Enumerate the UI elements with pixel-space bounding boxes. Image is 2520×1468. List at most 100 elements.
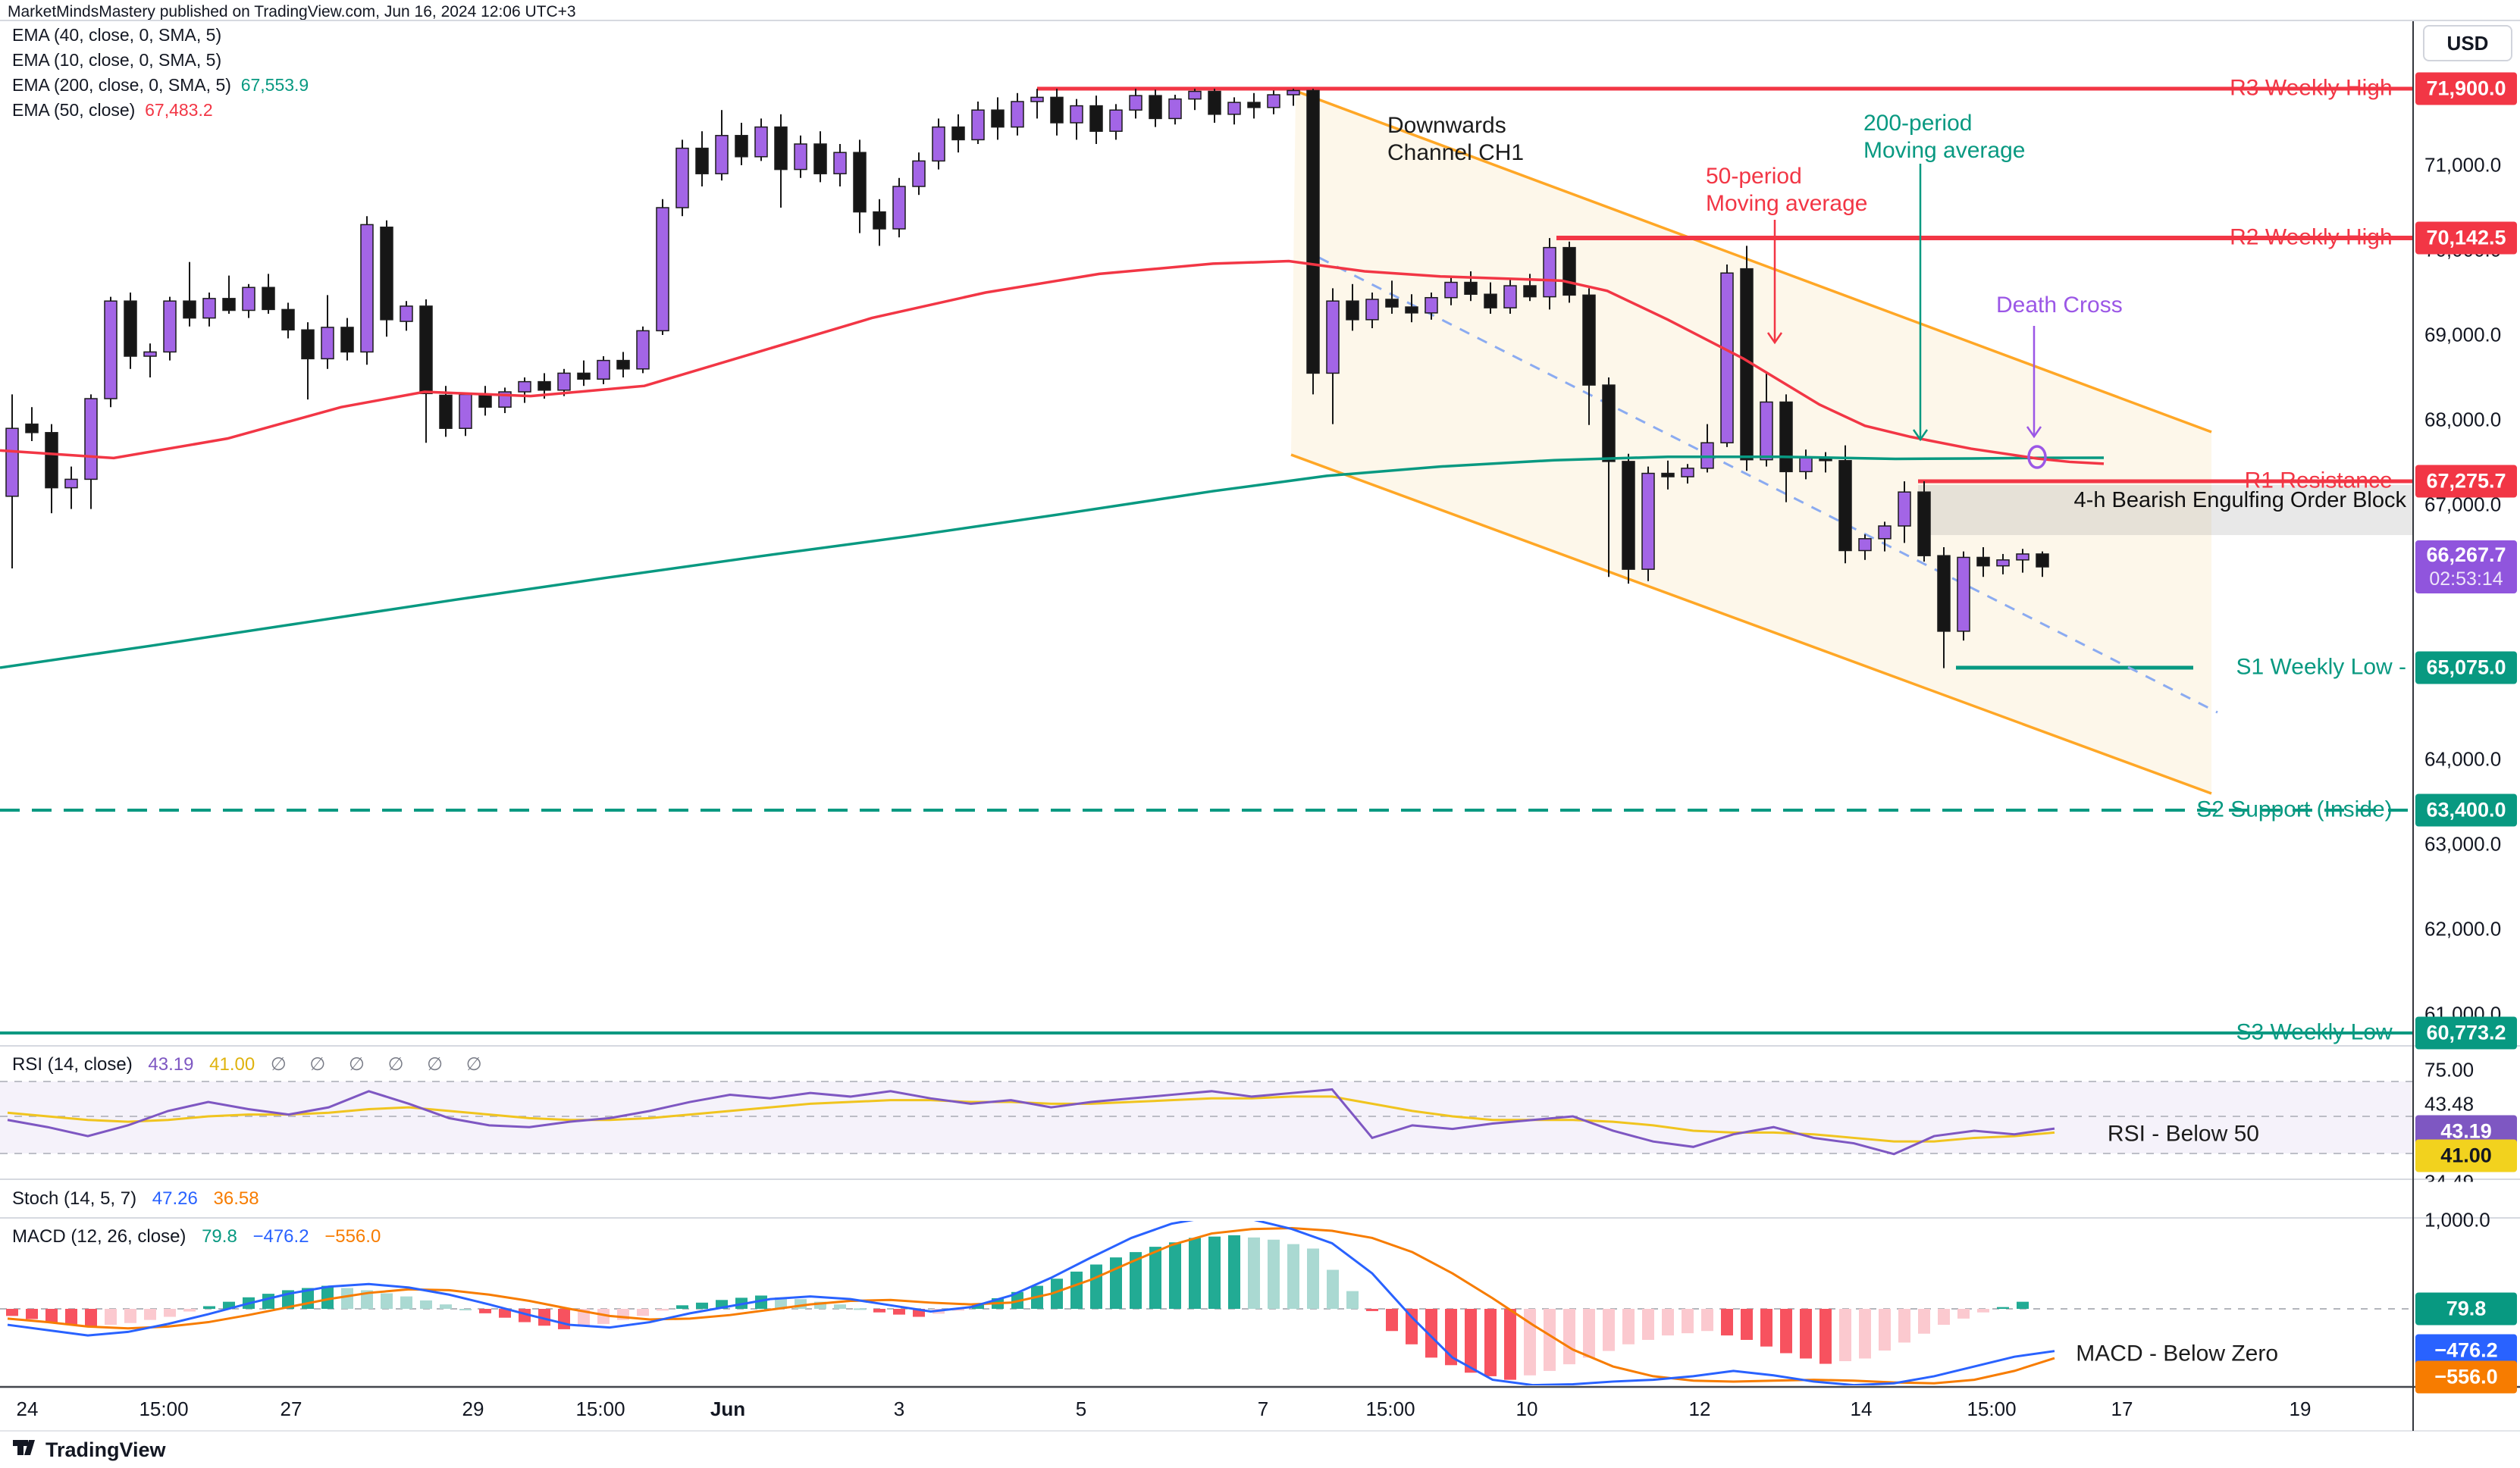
macd-histogram-bar: [1287, 1244, 1299, 1309]
candle-up: [1425, 296, 1438, 314]
macd-pane[interactable]: [0, 1216, 2413, 1385]
time-tick[interactable]: 15:00: [1967, 1398, 2017, 1420]
candle-down: [222, 298, 236, 311]
candle-up: [459, 393, 472, 429]
candle-down: [380, 227, 393, 321]
macd-histogram-bar: [381, 1293, 393, 1309]
level-label-r1: R1 Resistance -: [2244, 468, 2406, 493]
time-tick[interactable]: Jun: [710, 1398, 746, 1420]
candle-up: [1011, 101, 1024, 128]
time-tick[interactable]: 24: [16, 1398, 39, 1420]
time-tick[interactable]: 7: [1257, 1398, 1269, 1420]
candle-up: [1168, 98, 1182, 120]
candle-down: [301, 329, 315, 360]
candle-down: [183, 300, 196, 319]
legend-ema200-value: 67,553.9: [240, 75, 309, 95]
macd-histogram-bar: [1879, 1309, 1891, 1351]
candle-up: [518, 380, 531, 393]
main-pane[interactable]: [0, 86, 2413, 1034]
footer-brand[interactable]: TradingView: [12, 1435, 166, 1465]
candle-down: [951, 126, 965, 141]
macd-histogram-bar: [1366, 1309, 1378, 1311]
macd-histogram-bar: [913, 1309, 925, 1317]
macd-histogram-bar: [1386, 1309, 1398, 1332]
macd-histogram-bar: [952, 1309, 964, 1311]
order-block-zone[interactable]: [1918, 485, 2413, 535]
time-tick[interactable]: 19: [2289, 1398, 2312, 1420]
candle-down: [1523, 285, 1537, 298]
macd-histogram-bar: [1070, 1271, 1083, 1309]
candle-down: [1937, 555, 1951, 632]
time-tick[interactable]: 15:00: [139, 1398, 189, 1420]
ema200-line[interactable]: [0, 455, 2105, 669]
candle-up: [321, 327, 334, 360]
time-tick[interactable]: 15:00: [575, 1398, 625, 1420]
stoch-label: Stoch (14, 5, 7): [12, 1188, 137, 1209]
macd-histogram-bar: [1130, 1252, 1142, 1309]
macd-tick: 1,000.0: [2424, 1208, 2490, 1232]
legend-row-ema10[interactable]: EMA (10, close, 0, SMA, 5): [12, 48, 309, 73]
legend-row-ema200[interactable]: EMA (200, close, 0, SMA, 5) 67,553.9: [12, 73, 309, 98]
candle-up: [597, 359, 610, 380]
candle-down: [478, 393, 492, 408]
macd-histogram-bar: [1662, 1309, 1674, 1336]
price-tick: 64,000.0: [2424, 747, 2502, 771]
macd-histogram-bar: [597, 1309, 610, 1324]
macd-histogram-bar: [1603, 1309, 1615, 1351]
candle-up: [932, 126, 945, 162]
legend-row-ema50[interactable]: EMA (50, close) 67,483.2: [12, 98, 309, 123]
currency-toggle[interactable]: USD: [2423, 25, 2512, 61]
ma50-annotation: 50-period Moving average: [1706, 163, 1867, 218]
time-tick[interactable]: 27: [280, 1398, 302, 1420]
macd-histogram-bar: [854, 1308, 866, 1310]
price-tick: 68,000.0: [2424, 408, 2502, 431]
candle-up: [1858, 538, 1872, 552]
candle-up: [1030, 96, 1044, 102]
candle-down: [1562, 246, 1576, 296]
macd-histogram-bar: [1938, 1309, 1950, 1326]
macd-histogram-bar: [814, 1301, 826, 1309]
ma50-pointer-arrowhead: [1766, 332, 1783, 345]
time-tick[interactable]: 3: [893, 1398, 905, 1420]
time-tick[interactable]: 17: [2111, 1398, 2133, 1420]
time-tick[interactable]: 29: [462, 1398, 484, 1420]
time-tick[interactable]: 12: [1688, 1398, 1711, 1420]
level-label-s1: S1 Weekly Low -: [2236, 654, 2406, 680]
ema50-line[interactable]: [0, 259, 2105, 465]
macd-histogram-bar: [85, 1309, 97, 1327]
macd-histogram-bar: [479, 1309, 491, 1313]
macd-histogram-bar: [1741, 1309, 1753, 1340]
channel-upper-line[interactable]: [1295, 89, 2212, 434]
candle-down: [695, 147, 709, 174]
candle-up: [557, 372, 571, 391]
macd-pane-legend[interactable]: MACD (12, 26, close) 79.8 −476.2 −556.0: [12, 1226, 391, 1247]
macd-histogram-bar: [972, 1304, 984, 1309]
channel-lower-line[interactable]: [1290, 453, 2212, 795]
time-tick[interactable]: 5: [1075, 1398, 1087, 1420]
rsi-pane[interactable]: [0, 1081, 2413, 1156]
stoch-d-value: 36.58: [213, 1188, 259, 1209]
macd-histogram-bar: [1406, 1309, 1418, 1344]
rsi-pane-legend[interactable]: RSI (14, close) 43.19 41.00 ∅ ∅ ∅ ∅ ∅ ∅: [12, 1053, 502, 1075]
macd-histogram-bar: [440, 1304, 452, 1309]
stoch-pane-legend[interactable]: Stoch (14, 5, 7) 47.26 36.58: [12, 1188, 270, 1210]
macd-histogram-bar: [1169, 1242, 1181, 1309]
candle-down: [1582, 294, 1596, 386]
candle-up: [84, 398, 98, 480]
descending-trendline[interactable]: [1318, 256, 2218, 714]
time-tick[interactable]: 14: [1850, 1398, 1873, 1420]
time-tick[interactable]: 15:00: [1365, 1398, 1415, 1420]
macd-histogram-bar: [637, 1309, 649, 1316]
time-tick[interactable]: 10: [1515, 1398, 1538, 1420]
candle-up: [1326, 300, 1340, 374]
level-price-badge: 60,773.2: [2415, 1016, 2517, 1050]
rsi-note-label: RSI - Below 50: [2107, 1121, 2259, 1147]
candle-down: [25, 423, 39, 434]
legend-row-ema40[interactable]: EMA (40, close, 0, SMA, 5): [12, 23, 309, 48]
macd-histogram-bar: [400, 1296, 412, 1309]
macd-histogram-bar: [755, 1295, 767, 1309]
macd-histogram-bar: [1957, 1309, 1970, 1319]
ma200-annotation-line1: 200-period: [1863, 111, 1973, 136]
